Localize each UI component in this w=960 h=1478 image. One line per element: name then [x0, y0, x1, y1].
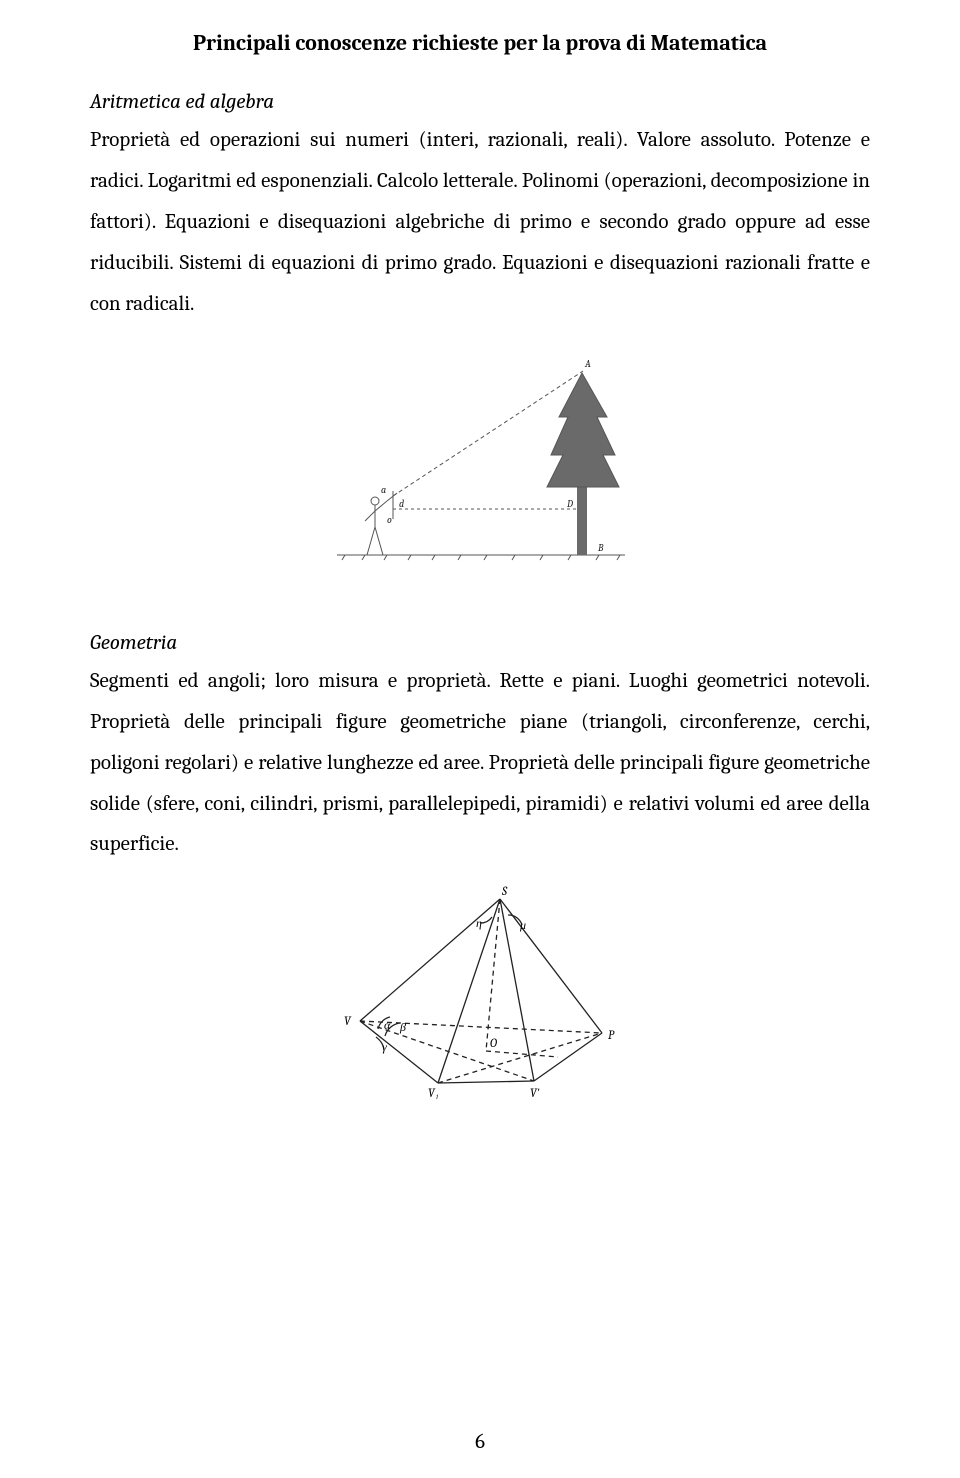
svg-text:P: P — [608, 1028, 615, 1042]
svg-text:S: S — [501, 884, 508, 898]
tree-measurement-svg: A B D a d o — [315, 351, 645, 581]
figure-tree-measurement: A B D a d o — [90, 351, 870, 585]
svg-text:μ: μ — [519, 918, 526, 932]
svg-text:η: η — [476, 916, 482, 930]
document-page: Principali conoscenze richieste per la p… — [0, 0, 960, 1478]
svg-text:V: V — [344, 1014, 352, 1028]
page-number: 6 — [0, 1430, 960, 1454]
svg-text:β: β — [399, 1020, 406, 1034]
pyramid-svg: S V V₁ V' P O α β γ η μ — [330, 881, 630, 1099]
svg-text:γ: γ — [382, 1040, 387, 1054]
section2-body: Segmenti ed angoli; loro misura e propri… — [90, 661, 870, 866]
svg-text:O: O — [490, 1036, 497, 1050]
section1-heading: Aritmetica ed algebra — [90, 90, 870, 114]
svg-text:D: D — [566, 498, 573, 510]
svg-text:a: a — [381, 484, 386, 496]
svg-text:o: o — [387, 514, 392, 526]
svg-text:V': V' — [530, 1086, 540, 1099]
figure-pyramid: S V V₁ V' P O α β γ η μ — [90, 881, 870, 1103]
section2-heading: Geometria — [90, 631, 870, 655]
svg-text:B: B — [597, 542, 604, 554]
svg-text:V₁: V₁ — [428, 1086, 439, 1099]
svg-text:A: A — [584, 358, 591, 370]
section1-body: Proprietà ed operazioni sui numeri (inte… — [90, 120, 870, 325]
svg-text:d: d — [399, 498, 404, 510]
page-title: Principali conoscenze richieste per la p… — [90, 30, 870, 56]
svg-text:α: α — [384, 1018, 391, 1032]
